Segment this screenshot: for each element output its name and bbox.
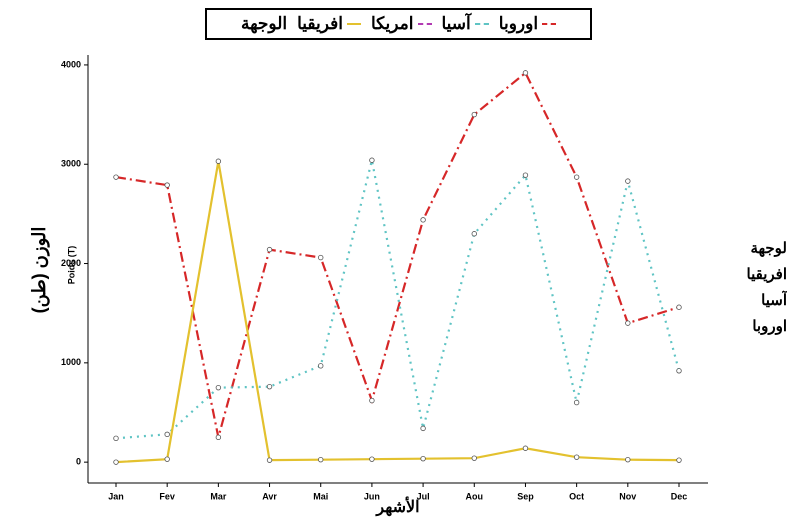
x-tick-label: Dec bbox=[671, 491, 688, 501]
data-point bbox=[215, 158, 222, 164]
series-line bbox=[115, 159, 681, 440]
data-point bbox=[471, 111, 477, 118]
data-point bbox=[369, 456, 375, 462]
x-axis-label: الأشهر bbox=[375, 496, 419, 517]
data-point bbox=[625, 456, 631, 463]
series-line bbox=[115, 71, 680, 438]
legend-key bbox=[542, 23, 557, 25]
x-tick-label: Oct bbox=[569, 491, 584, 501]
data-point bbox=[164, 431, 170, 438]
legend-label: افريقيا bbox=[297, 14, 343, 33]
data-point bbox=[113, 459, 119, 465]
side-legend-label: لوجهة bbox=[750, 240, 787, 257]
series-line bbox=[115, 161, 680, 464]
x-tick-label: Jan bbox=[108, 491, 124, 501]
y-axis-label: الوزن (طن) bbox=[29, 227, 50, 314]
data-point bbox=[625, 320, 631, 326]
data-point bbox=[676, 457, 682, 463]
legend-item: امريكا bbox=[371, 14, 432, 34]
side-legend-label: افريقيا bbox=[746, 266, 787, 283]
data-point bbox=[369, 157, 375, 163]
data-point bbox=[266, 457, 273, 463]
x-tick-label: Aou bbox=[466, 491, 484, 501]
data-point bbox=[573, 454, 580, 460]
data-point bbox=[625, 178, 631, 184]
x-tick-label: Mai bbox=[313, 491, 328, 501]
data-point bbox=[573, 174, 580, 180]
legend-item: اوروبا bbox=[498, 14, 557, 34]
x-tick-label: Avr bbox=[262, 491, 277, 501]
data-point bbox=[676, 368, 682, 374]
data-point bbox=[215, 384, 222, 391]
data-point bbox=[318, 363, 324, 369]
y-tick-label: 1000 bbox=[61, 357, 81, 367]
legend-key bbox=[474, 23, 489, 25]
legend-label: آسيا bbox=[441, 14, 471, 33]
x-tick-label: Fev bbox=[159, 491, 175, 501]
legend-label: امريكا bbox=[370, 14, 414, 33]
side-legend-label: اوروبا bbox=[752, 318, 787, 335]
data-point bbox=[266, 383, 273, 390]
x-tick-label: Jul bbox=[417, 491, 430, 501]
data-point bbox=[420, 217, 426, 223]
legend-label: اوروبا bbox=[498, 14, 539, 33]
data-point bbox=[215, 434, 222, 441]
data-point bbox=[113, 174, 119, 180]
side-legend: لوجهة افريقيا آسيا اوروبا bbox=[727, 236, 787, 340]
data-point bbox=[164, 182, 170, 188]
x-tick-label: Sep bbox=[517, 491, 534, 501]
data-point bbox=[676, 304, 682, 310]
y-axis-label-small: Poids (T) bbox=[66, 246, 76, 285]
y-tick-label: 4000 bbox=[61, 59, 81, 69]
x-tick-label: Jun bbox=[364, 491, 380, 501]
x-tick-label: Mar bbox=[210, 491, 227, 501]
legend-key bbox=[417, 23, 432, 25]
data-point bbox=[318, 456, 324, 463]
data-point bbox=[420, 425, 426, 432]
data-point bbox=[420, 455, 426, 462]
legend: اوروبا آسيا امريكا افريقيا الوجهة bbox=[205, 8, 592, 40]
data-point bbox=[369, 397, 375, 404]
x-tick-label: Nov bbox=[619, 491, 636, 501]
y-tick-label: 2000 bbox=[61, 258, 81, 268]
data-point bbox=[522, 70, 529, 76]
data-point bbox=[266, 246, 273, 253]
data-point bbox=[471, 231, 477, 237]
data-point bbox=[113, 435, 119, 442]
data-point bbox=[522, 445, 529, 451]
data-point bbox=[164, 456, 170, 462]
legend-title: الوجهة bbox=[240, 14, 288, 33]
legend-item: آسيا bbox=[442, 14, 489, 34]
data-point bbox=[573, 399, 580, 406]
y-tick-label: 3000 bbox=[61, 159, 81, 169]
data-point bbox=[522, 172, 529, 178]
data-point bbox=[318, 254, 324, 261]
side-legend-label: آسيا bbox=[761, 292, 787, 309]
legend-item: افريقيا bbox=[297, 14, 361, 34]
data-point bbox=[471, 455, 477, 461]
y-tick-label: 0 bbox=[76, 457, 81, 467]
legend-key bbox=[346, 23, 361, 25]
